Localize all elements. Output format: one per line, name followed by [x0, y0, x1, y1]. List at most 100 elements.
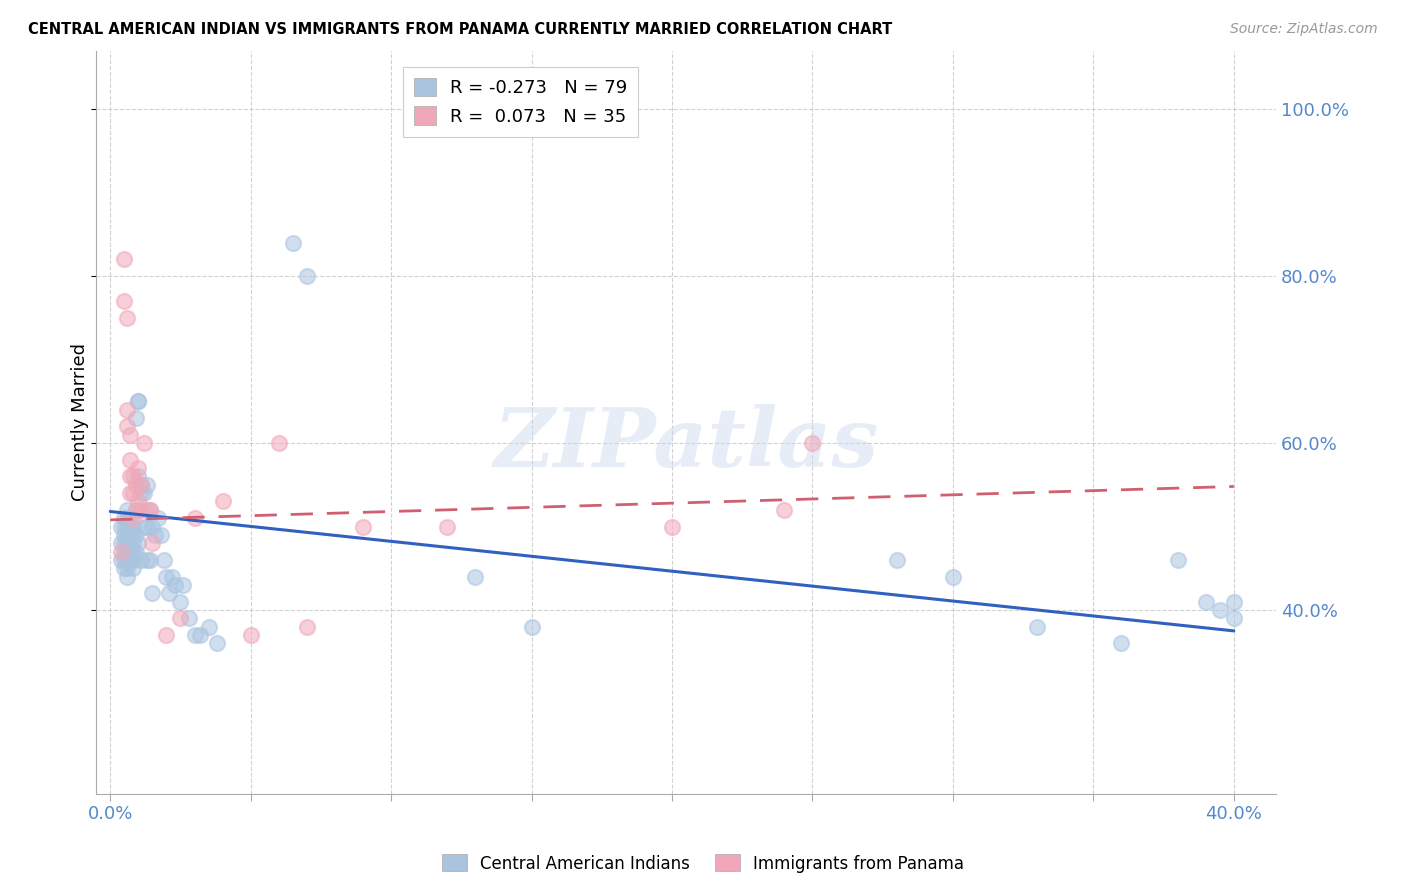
- Point: [132, 486, 155, 500]
- Point: [942, 569, 965, 583]
- Point: [1026, 620, 1049, 634]
- Point: [115, 511, 138, 525]
- Point: [118, 528, 141, 542]
- Point: [169, 595, 191, 609]
- Point: [118, 469, 141, 483]
- Point: [121, 536, 143, 550]
- Point: [110, 536, 132, 550]
- Point: [115, 402, 138, 417]
- Point: [169, 611, 191, 625]
- Point: [110, 519, 132, 533]
- Point: [118, 452, 141, 467]
- Point: [115, 503, 138, 517]
- Point: [129, 503, 152, 517]
- Point: [124, 544, 146, 558]
- Point: [149, 528, 172, 542]
- Point: [121, 511, 143, 525]
- Point: [118, 486, 141, 500]
- Point: [141, 586, 163, 600]
- Point: [295, 269, 318, 284]
- Point: [129, 477, 152, 491]
- Text: CENTRAL AMERICAN INDIAN VS IMMIGRANTS FROM PANAMA CURRENTLY MARRIED CORRELATION : CENTRAL AMERICAN INDIAN VS IMMIGRANTS FR…: [28, 22, 893, 37]
- Point: [118, 427, 141, 442]
- Point: [121, 469, 143, 483]
- Point: [112, 252, 135, 267]
- Point: [112, 528, 135, 542]
- Point: [118, 553, 141, 567]
- Point: [112, 294, 135, 309]
- Legend: R = -0.273   N = 79, R =  0.073   N = 35: R = -0.273 N = 79, R = 0.073 N = 35: [404, 67, 638, 136]
- Point: [121, 486, 143, 500]
- Point: [135, 503, 157, 517]
- Point: [1223, 595, 1246, 609]
- Point: [132, 436, 155, 450]
- Point: [124, 411, 146, 425]
- Point: [1223, 611, 1246, 625]
- Point: [121, 528, 143, 542]
- Point: [127, 494, 149, 508]
- Point: [436, 519, 458, 533]
- Point: [115, 419, 138, 434]
- Point: [886, 553, 908, 567]
- Point: [801, 436, 824, 450]
- Point: [115, 536, 138, 550]
- Point: [118, 519, 141, 533]
- Point: [138, 503, 160, 517]
- Point: [661, 519, 683, 533]
- Point: [129, 553, 152, 567]
- Point: [211, 494, 233, 508]
- Point: [112, 544, 135, 558]
- Point: [118, 536, 141, 550]
- Point: [127, 461, 149, 475]
- Point: [112, 536, 135, 550]
- Point: [138, 553, 160, 567]
- Point: [121, 553, 143, 567]
- Point: [132, 519, 155, 533]
- Point: [138, 503, 160, 517]
- Point: [152, 553, 174, 567]
- Point: [146, 511, 169, 525]
- Point: [112, 519, 135, 533]
- Point: [127, 469, 149, 483]
- Point: [1195, 595, 1218, 609]
- Point: [1167, 553, 1189, 567]
- Point: [118, 544, 141, 558]
- Point: [127, 394, 149, 409]
- Point: [127, 394, 149, 409]
- Text: ZIPatlas: ZIPatlas: [494, 404, 879, 484]
- Point: [112, 561, 135, 575]
- Point: [352, 519, 374, 533]
- Point: [110, 553, 132, 567]
- Point: [115, 544, 138, 558]
- Point: [464, 569, 486, 583]
- Point: [129, 477, 152, 491]
- Point: [197, 620, 219, 634]
- Point: [115, 528, 138, 542]
- Point: [115, 519, 138, 533]
- Point: [520, 620, 543, 634]
- Point: [124, 528, 146, 542]
- Point: [121, 561, 143, 575]
- Point: [239, 628, 262, 642]
- Point: [121, 519, 143, 533]
- Point: [110, 544, 132, 558]
- Point: [143, 528, 166, 542]
- Point: [127, 536, 149, 550]
- Point: [124, 477, 146, 491]
- Point: [135, 477, 157, 491]
- Point: [773, 503, 796, 517]
- Point: [177, 611, 200, 625]
- Point: [141, 536, 163, 550]
- Point: [163, 578, 186, 592]
- Point: [135, 519, 157, 533]
- Point: [267, 436, 290, 450]
- Point: [205, 636, 228, 650]
- Point: [115, 561, 138, 575]
- Point: [188, 628, 211, 642]
- Point: [1111, 636, 1133, 650]
- Y-axis label: Currently Married: Currently Married: [72, 343, 89, 501]
- Point: [160, 569, 183, 583]
- Point: [115, 569, 138, 583]
- Point: [172, 578, 194, 592]
- Point: [157, 586, 180, 600]
